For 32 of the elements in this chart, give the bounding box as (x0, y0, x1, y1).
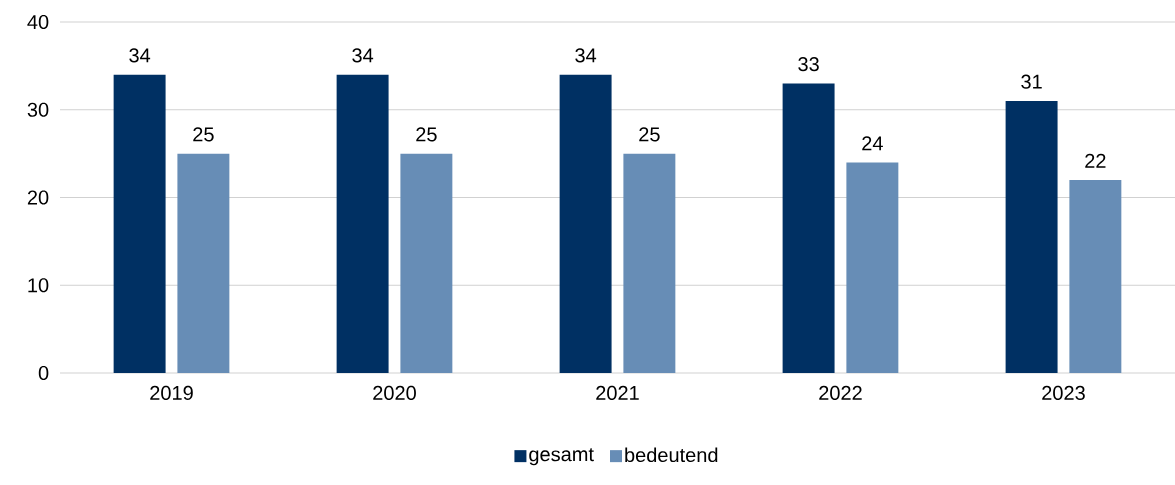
x-tick-label: 2021 (596, 385, 639, 401)
y-tick-label: 0 (38, 365, 49, 381)
bar (336, 74, 389, 373)
bar (1005, 100, 1058, 373)
data-label: 31 (1021, 74, 1042, 89)
y-tick-label: 40 (27, 14, 49, 30)
legend-label: gesamt (529, 448, 594, 466)
y-tick-label: 20 (27, 190, 49, 205)
x-tick-label: 2023 (1042, 385, 1085, 401)
data-label: 22 (1085, 153, 1106, 168)
x-tick-label: 2022 (819, 385, 862, 401)
y-tick-label: 30 (27, 102, 49, 117)
bar (113, 74, 166, 373)
data-label: 25 (639, 127, 660, 142)
bar (1069, 179, 1122, 373)
x-tick-label: 2020 (373, 385, 416, 401)
y-tick-label: 10 (28, 278, 49, 293)
data-label: 34 (352, 48, 374, 63)
bar (623, 153, 676, 373)
legend-label: bedeutend (625, 447, 718, 463)
data-label: 24 (862, 136, 883, 151)
bar (559, 74, 612, 373)
data-label: 34 (575, 48, 597, 63)
x-tick-label: 2019 (150, 385, 193, 401)
bar (782, 83, 835, 373)
data-label: 25 (193, 127, 214, 142)
bar (846, 162, 899, 373)
bar (400, 153, 453, 373)
data-label: 34 (129, 48, 151, 63)
bar (177, 153, 230, 373)
data-label: 25 (416, 127, 437, 142)
data-label: 33 (798, 57, 819, 72)
